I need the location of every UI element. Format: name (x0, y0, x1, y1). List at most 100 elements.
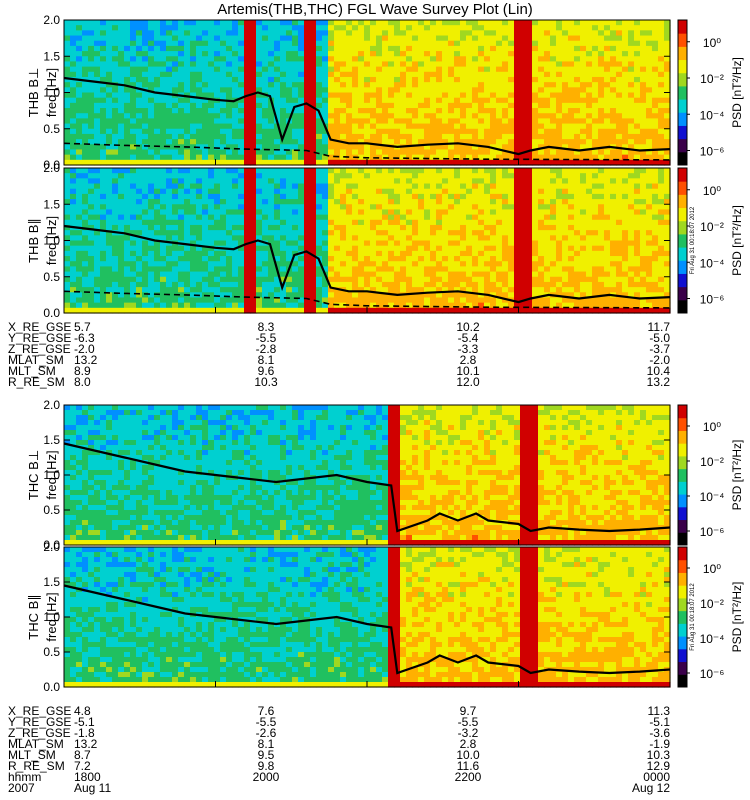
spectrogram-cell (310, 118, 317, 125)
spectrogram-cell (94, 87, 101, 94)
spectrogram-cell (406, 154, 413, 161)
spectrogram-cell (550, 123, 557, 130)
spectrogram-cell (106, 168, 113, 174)
spectrogram-cell (496, 214, 503, 221)
spectrogram-cell (196, 97, 203, 104)
spectrogram-cell (100, 102, 107, 109)
spectrogram-cell (196, 102, 203, 109)
spectrogram-cell (412, 87, 419, 94)
spectrogram-cell (376, 128, 383, 135)
spectrogram-cell (592, 61, 599, 68)
spectrogram-cell (364, 51, 371, 57)
spectrogram-cell (562, 61, 569, 68)
spectrogram-cell (502, 149, 509, 156)
spectrogram-cell (628, 92, 635, 99)
spectrogram-cell (574, 76, 581, 83)
spectrogram-cell (82, 20, 89, 26)
spectrogram-cell (334, 307, 341, 314)
spectrogram-cell (364, 224, 371, 231)
spectrogram-cell (352, 292, 359, 299)
spectrogram-cell (106, 128, 113, 135)
spectrogram-cell (316, 82, 323, 88)
spectrogram-cell (634, 66, 641, 73)
spectrogram-cell (142, 108, 149, 114)
spectrogram-cell (202, 287, 209, 293)
spectrogram-cell (64, 45, 71, 52)
spectrogram-cell (64, 61, 71, 68)
spectrogram-cell (160, 276, 167, 283)
spectrogram-cell (154, 297, 161, 304)
spectrogram-cell (658, 35, 665, 42)
spectrogram-cell (298, 183, 305, 190)
spectrogram-cell (256, 204, 263, 211)
spectrogram-cell (454, 25, 461, 31)
spectrogram-cell (562, 71, 569, 78)
spectrogram-cell (298, 261, 305, 267)
spectrogram-cell (184, 51, 191, 57)
spectrogram-cell (364, 118, 371, 125)
spectrogram-cell (658, 51, 665, 57)
spectrogram-cell (292, 219, 299, 226)
spectrogram-cell (640, 144, 647, 151)
spectrogram-cell (70, 51, 77, 57)
spectrogram-cell (82, 256, 89, 262)
spectrogram-cell (208, 271, 215, 278)
spectrogram-cell (448, 302, 455, 309)
spectrogram-cell (112, 281, 119, 288)
spectrogram-cell (580, 139, 587, 145)
spectrogram-cell (382, 45, 389, 52)
spectrogram-cell (70, 250, 77, 257)
spectrogram-cell (418, 133, 425, 140)
spectrogram-cell (424, 128, 431, 135)
spectrogram-cell (88, 250, 95, 257)
spectrogram-cell (400, 173, 407, 179)
spectrogram-cell (460, 297, 467, 304)
spectrogram-cell (364, 266, 371, 273)
spectrogram-cell (334, 76, 341, 83)
spectrogram-cell (340, 188, 347, 195)
spectrogram-cell (502, 20, 509, 26)
spectrogram-cell (454, 297, 461, 304)
spectrogram-cell (490, 235, 497, 242)
spectrogram-cell (376, 266, 383, 273)
spectrogram-cell (226, 30, 233, 37)
spectrogram-cell (130, 178, 137, 185)
spectrogram-cell (256, 56, 263, 63)
spectrogram-cell (664, 40, 671, 47)
spectrogram-cell (100, 45, 107, 52)
spectrogram-cell (292, 271, 299, 278)
spectrogram-cell (166, 133, 173, 140)
spectrogram-cell (196, 240, 203, 247)
spectrogram-cell (286, 256, 293, 262)
spectrogram-cell (424, 123, 431, 130)
spectrogram-cell (514, 20, 521, 26)
spectrogram-cell (220, 108, 227, 114)
spectrogram-cell (412, 230, 419, 236)
spectrogram-cell (244, 204, 251, 211)
spectrogram-cell (112, 25, 119, 31)
spectrogram-cell (406, 287, 413, 293)
spectrogram-cell (472, 51, 479, 57)
spectrogram-cell (64, 118, 71, 125)
spectrogram-cell (202, 168, 209, 174)
spectrogram-cell (316, 20, 323, 26)
spectrogram-cell (274, 61, 281, 68)
spectrogram-cell (346, 224, 353, 231)
spectrogram-cell (184, 204, 191, 211)
spectrogram-cell (514, 256, 521, 262)
spectrogram-cell (460, 287, 467, 293)
spectrogram-cell (280, 123, 287, 130)
spectrogram-cell (502, 173, 509, 179)
spectrogram-cell (628, 76, 635, 83)
spectrogram-cell (268, 188, 275, 195)
spectrogram-cell (274, 287, 281, 293)
spectrogram-cell (226, 35, 233, 42)
spectrogram-cell (652, 123, 659, 130)
spectrogram-cell (406, 139, 413, 145)
spectrogram-cell (322, 76, 329, 83)
spectrogram-cell (322, 154, 329, 161)
spectrogram-cell (502, 199, 509, 205)
spectrogram-cell (322, 302, 329, 309)
spectrogram-cell (250, 76, 257, 83)
spectrogram-cell (358, 281, 365, 288)
